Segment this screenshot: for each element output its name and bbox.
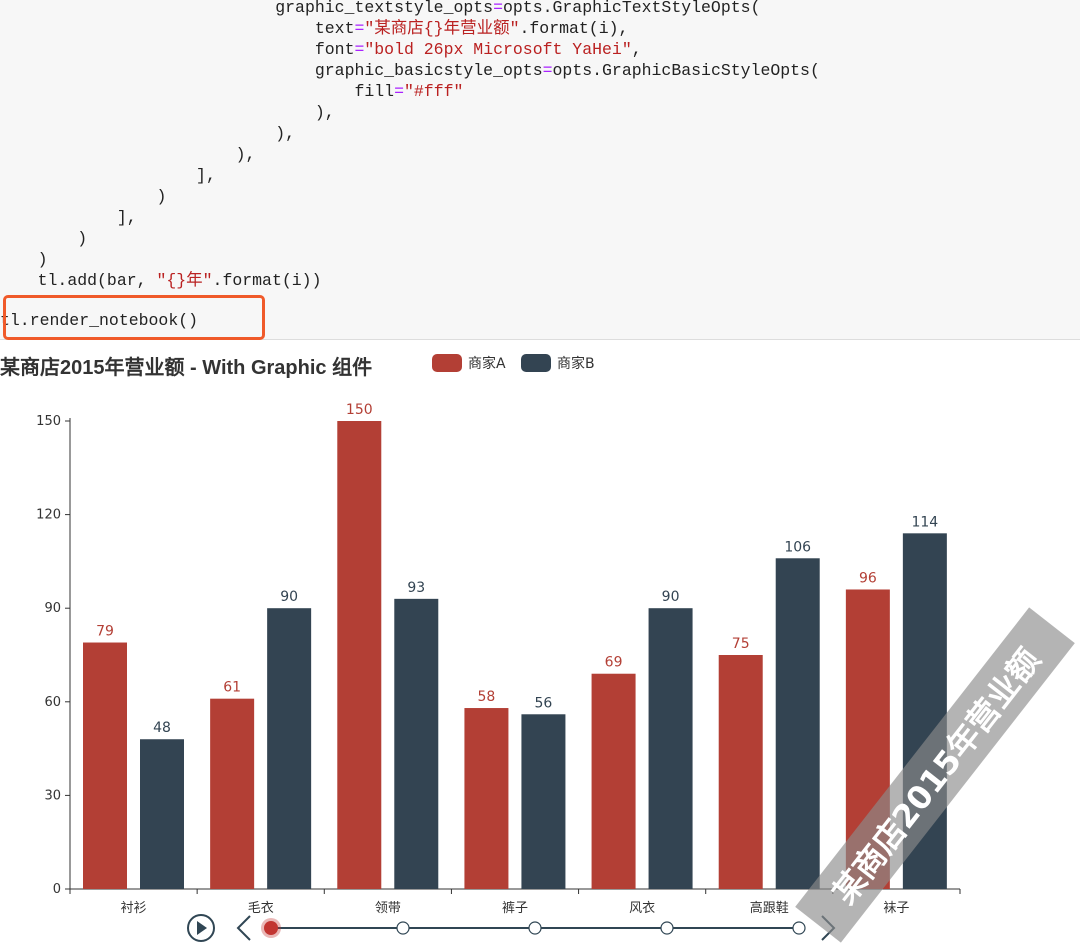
bar-value-label: 93 xyxy=(407,580,425,596)
bar-value-label: 69 xyxy=(605,655,623,671)
timeline-point[interactable] xyxy=(528,921,542,935)
code-line: ], xyxy=(196,166,216,185)
play-button[interactable] xyxy=(187,914,215,942)
bar-a xyxy=(210,698,255,889)
code-line: ), xyxy=(235,145,256,164)
x-tick-label: 衬衫 xyxy=(121,901,147,916)
play-icon xyxy=(197,921,207,935)
legend-item-b[interactable]: 商家B xyxy=(521,353,595,373)
timeline-point[interactable] xyxy=(792,921,806,935)
bar-value-label: 114 xyxy=(911,514,938,530)
bar-a xyxy=(337,421,382,889)
timeline-point-current[interactable] xyxy=(264,921,278,935)
y-tick-label: 0 xyxy=(53,882,61,897)
bar-b xyxy=(394,598,439,889)
y-tick-label: 60 xyxy=(44,695,61,710)
bar-value-label: 150 xyxy=(346,402,373,418)
bar-value-label: 48 xyxy=(153,720,171,736)
bar-b xyxy=(267,608,312,889)
code-line: ), xyxy=(275,124,296,143)
bar-b xyxy=(521,714,566,889)
x-tick-label: 袜子 xyxy=(883,901,909,916)
bar-b xyxy=(648,608,693,889)
bar-b xyxy=(140,739,184,889)
chart-output: 某商店2015年营业额 - With Graphic 组件 商家A 商家B 0 3… xyxy=(0,340,1080,945)
code-line: ) xyxy=(156,187,167,206)
y-tick-label: 90 xyxy=(44,601,61,616)
code-line: graphic_textstyle_opts=opts.GraphicTextS… xyxy=(275,0,761,17)
bar-value-label: 96 xyxy=(859,570,877,586)
chart-title: 某商店2015年营业额 - With Graphic 组件 xyxy=(0,357,373,379)
code-line: ], xyxy=(116,208,137,227)
bar-chart: 0 30 60 90 120 150 衬衫 79 48 毛衣 61 90 领带 150 93 裤子 58 56 风衣… xyxy=(36,402,961,942)
code-line: text="某商店{}年营业额".format(i), xyxy=(314,19,629,38)
bar-a xyxy=(83,642,127,889)
x-tick-label: 裤子 xyxy=(502,901,528,916)
bar-value-label: 90 xyxy=(280,589,298,605)
x-tick-label: 毛衣 xyxy=(248,900,274,916)
timeline-point[interactable] xyxy=(396,921,410,935)
render-code-line: tl.render_notebook() xyxy=(0,311,199,330)
code-line: ), xyxy=(314,103,335,122)
bar-b xyxy=(775,558,820,889)
x-tick-label: 领带 xyxy=(375,901,401,916)
x-tick-label: 高跟鞋 xyxy=(750,900,789,916)
legend-item-a[interactable]: 商家A xyxy=(432,353,506,373)
bar-a xyxy=(718,655,763,889)
bar-a xyxy=(464,708,509,889)
code-line: fill="#fff" xyxy=(354,82,464,101)
code-cell[interactable]: tl.render_notebook() graphic_textstyle_o… xyxy=(0,0,1080,340)
bar-value-label: 61 xyxy=(223,680,241,696)
bar-value-label: 106 xyxy=(784,539,811,555)
bar-value-label: 58 xyxy=(478,689,496,705)
code-line: ) xyxy=(77,229,88,248)
code-line: ) xyxy=(37,250,48,269)
x-tick-label: 风衣 xyxy=(629,900,655,916)
timeline-point[interactable] xyxy=(660,921,674,935)
highlight-box xyxy=(3,295,265,340)
bar-value-label: 79 xyxy=(96,624,114,640)
code-line: font="bold 26px Microsoft YaHei", xyxy=(314,40,642,59)
bar-a xyxy=(591,673,636,889)
prev-button[interactable] xyxy=(236,915,251,941)
y-tick-label: 120 xyxy=(36,508,61,523)
bar-value-label: 56 xyxy=(535,695,553,711)
y-tick-label: 150 xyxy=(36,414,61,429)
code-line: graphic_basicstyle_opts=opts.GraphicBasi… xyxy=(314,61,820,80)
y-tick-label: 30 xyxy=(44,788,61,803)
bar-value-label: 75 xyxy=(732,636,750,652)
code-line: tl.add(bar, "{}年".format(i)) xyxy=(37,271,322,290)
bar-value-label: 90 xyxy=(662,589,680,605)
